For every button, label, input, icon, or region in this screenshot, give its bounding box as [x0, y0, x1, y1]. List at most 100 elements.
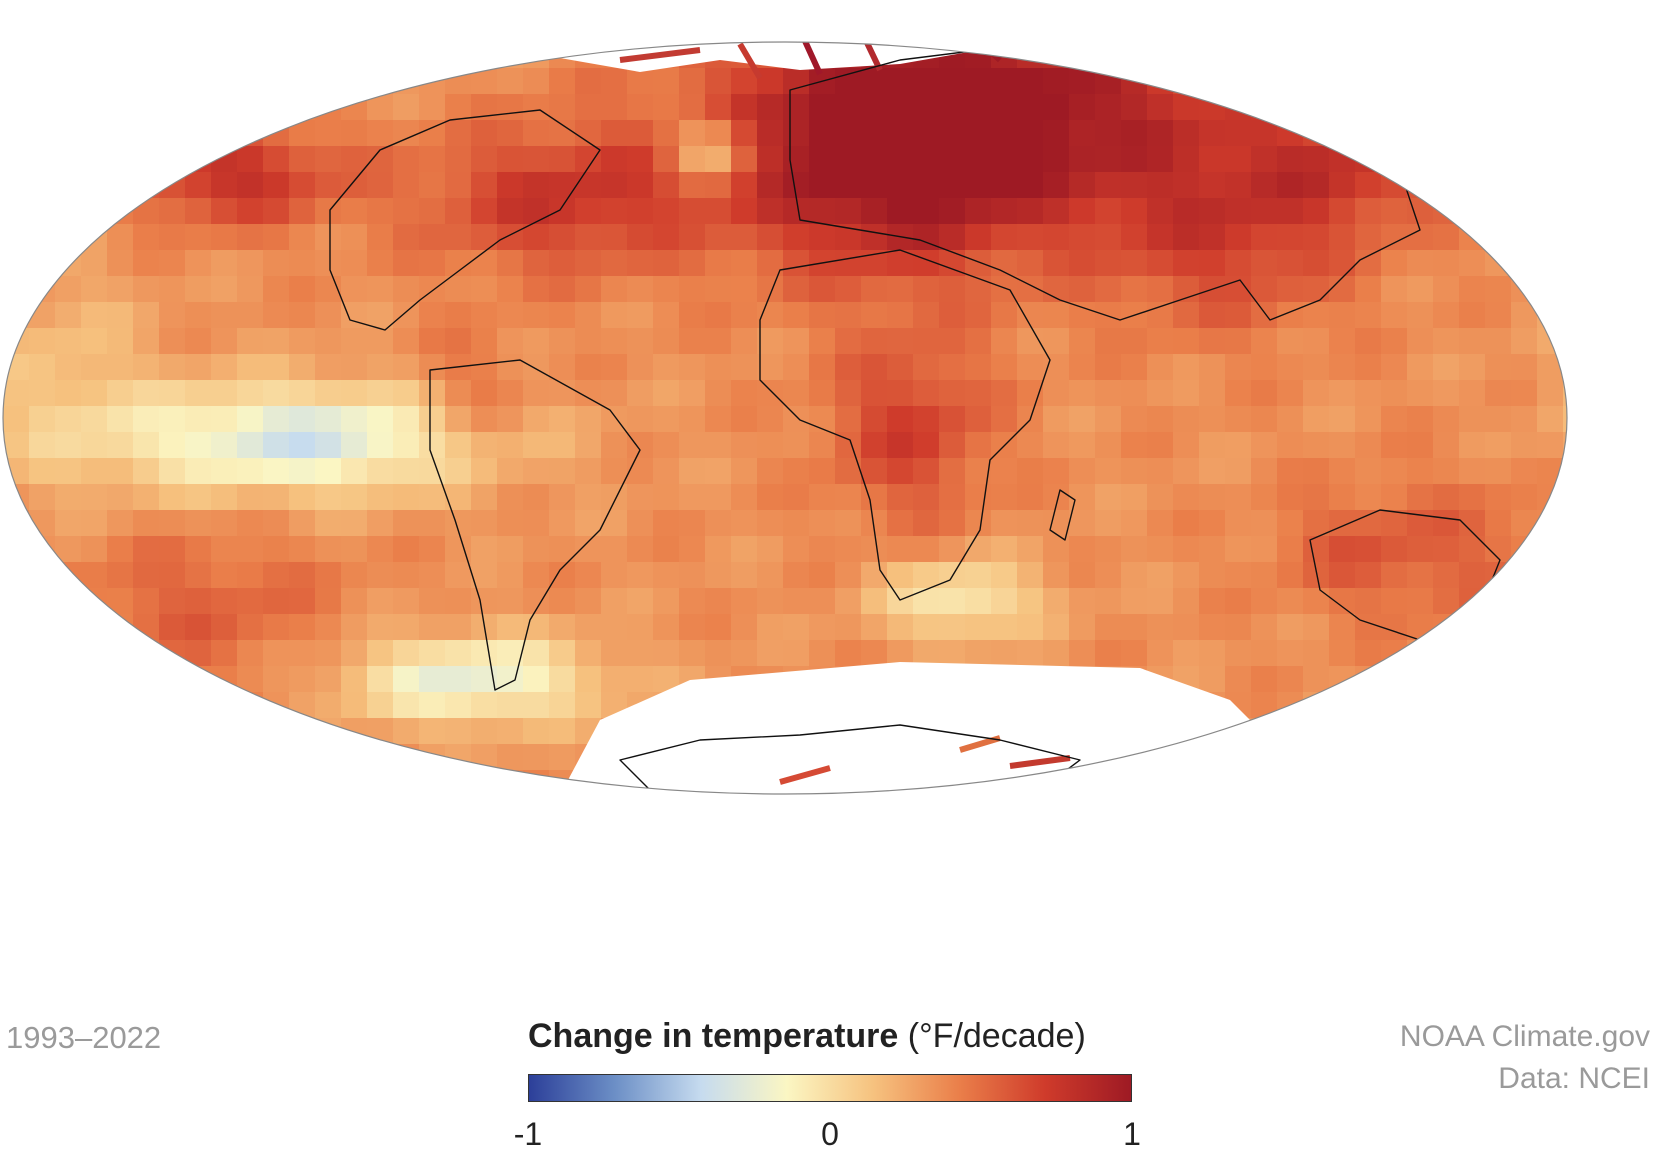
grid-cell	[757, 120, 784, 147]
grid-cell	[705, 224, 732, 251]
grid-cell	[211, 302, 238, 329]
grid-cell	[1225, 198, 1252, 225]
grid-cell	[1485, 302, 1512, 329]
grid-cell	[289, 458, 316, 485]
grid-cell	[1225, 224, 1252, 251]
grid-cell	[1511, 94, 1538, 121]
grid-cell	[679, 614, 706, 641]
grid-cell	[55, 354, 82, 381]
grid-cell	[393, 718, 420, 745]
grid-cell	[1303, 588, 1330, 615]
grid-cell	[1095, 302, 1122, 329]
grid-cell	[1121, 172, 1148, 199]
grid-cell	[575, 692, 602, 719]
grid-cell	[367, 614, 394, 641]
grid-cell	[1147, 250, 1174, 277]
grid-cell	[1563, 770, 1567, 794]
grid-cell	[783, 536, 810, 563]
grid-cell	[211, 276, 238, 303]
grid-cell	[1069, 146, 1096, 173]
grid-cell	[497, 718, 524, 745]
data-streak	[619, 47, 701, 63]
grid-cell	[1147, 510, 1174, 537]
grid-cell	[315, 666, 342, 693]
grid-cell	[679, 224, 706, 251]
grid-cell	[185, 510, 212, 537]
grid-cell	[1043, 42, 1070, 69]
grid-cell	[1069, 614, 1096, 641]
grid-cell	[29, 770, 56, 794]
grid-cell	[1199, 120, 1226, 147]
grid-cell	[887, 614, 914, 641]
grid-cell	[1511, 172, 1538, 199]
grid-cell	[757, 484, 784, 511]
grid-cell	[1121, 640, 1148, 667]
grid-cell	[1277, 640, 1304, 667]
grid-cell	[1069, 458, 1096, 485]
grid-cell	[835, 250, 862, 277]
grid-cell	[55, 484, 82, 511]
grid-cell	[1173, 536, 1200, 563]
grid-cell	[653, 562, 680, 589]
grid-cell	[55, 666, 82, 693]
grid-cell	[81, 692, 108, 719]
legend-tick-min: -1	[513, 1116, 543, 1152]
grid-cell	[1381, 380, 1408, 407]
grid-cell	[1511, 146, 1538, 173]
grid-cell	[1355, 68, 1382, 95]
grid-cell	[939, 68, 966, 95]
grid-cell	[965, 640, 992, 667]
grid-cell	[1095, 328, 1122, 355]
grid-cell	[731, 406, 758, 433]
grid-cell	[367, 120, 394, 147]
grid-cell	[783, 614, 810, 641]
grid-cell	[107, 120, 134, 147]
grid-cell	[861, 484, 888, 511]
grid-cell	[731, 614, 758, 641]
grid-cell	[1303, 406, 1330, 433]
grid-cell	[965, 120, 992, 147]
legend-title-unit: (°F/decade)	[907, 1017, 1086, 1055]
grid-cell	[1147, 484, 1174, 511]
grid-cell	[861, 146, 888, 173]
grid-cell	[1147, 770, 1174, 794]
grid-cell	[1095, 120, 1122, 147]
grid-cell	[1485, 744, 1512, 771]
grid-cell	[367, 510, 394, 537]
grid-cell	[315, 380, 342, 407]
grid-cell	[705, 640, 732, 667]
grid-cell	[1407, 380, 1434, 407]
grid-cell	[1277, 276, 1304, 303]
grid-cell	[1563, 718, 1567, 745]
grid-cell	[679, 432, 706, 459]
grid-cell	[653, 640, 680, 667]
grid-cell	[575, 224, 602, 251]
grid-cell	[1407, 718, 1434, 745]
grid-cell	[185, 250, 212, 277]
grid-cell	[211, 94, 238, 121]
grid-cell	[1329, 406, 1356, 433]
grid-cell	[237, 770, 264, 794]
grid-cell	[653, 536, 680, 563]
grid-cell	[1251, 692, 1278, 719]
grid-cell	[835, 172, 862, 199]
grid-cell	[1407, 588, 1434, 615]
grid-cell	[1355, 432, 1382, 459]
grid-cell	[263, 224, 290, 251]
grid-cell	[1069, 198, 1096, 225]
grid-cell	[549, 42, 576, 69]
grid-cell	[133, 588, 160, 615]
grid-cell	[1329, 432, 1356, 459]
grid-cell	[159, 640, 186, 667]
grid-cell	[1303, 770, 1330, 794]
grid-cell	[497, 744, 524, 771]
grid-cell	[29, 458, 56, 485]
grid-cell	[419, 536, 446, 563]
grid-cell	[575, 458, 602, 485]
grid-cell	[679, 562, 706, 589]
grid-cell	[705, 146, 732, 173]
grid-cell	[835, 406, 862, 433]
grid-cell	[861, 198, 888, 225]
grid-cell	[523, 536, 550, 563]
grid-cell	[263, 302, 290, 329]
